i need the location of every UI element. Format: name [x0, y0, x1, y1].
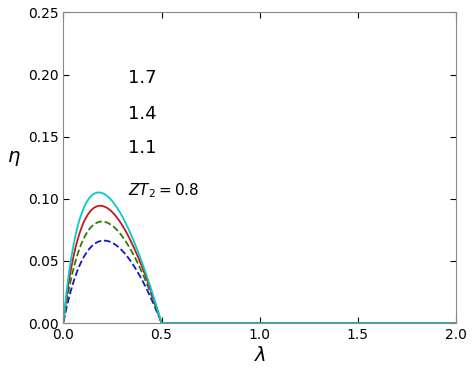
- Y-axis label: $\eta$: $\eta$: [7, 149, 21, 168]
- Text: $ZT_2 = 0.8$: $ZT_2 = 0.8$: [128, 181, 199, 200]
- Text: 1.7: 1.7: [128, 69, 157, 87]
- Text: 1.1: 1.1: [128, 139, 156, 157]
- X-axis label: $\lambda$: $\lambda$: [254, 346, 266, 365]
- Text: 1.4: 1.4: [128, 105, 157, 123]
